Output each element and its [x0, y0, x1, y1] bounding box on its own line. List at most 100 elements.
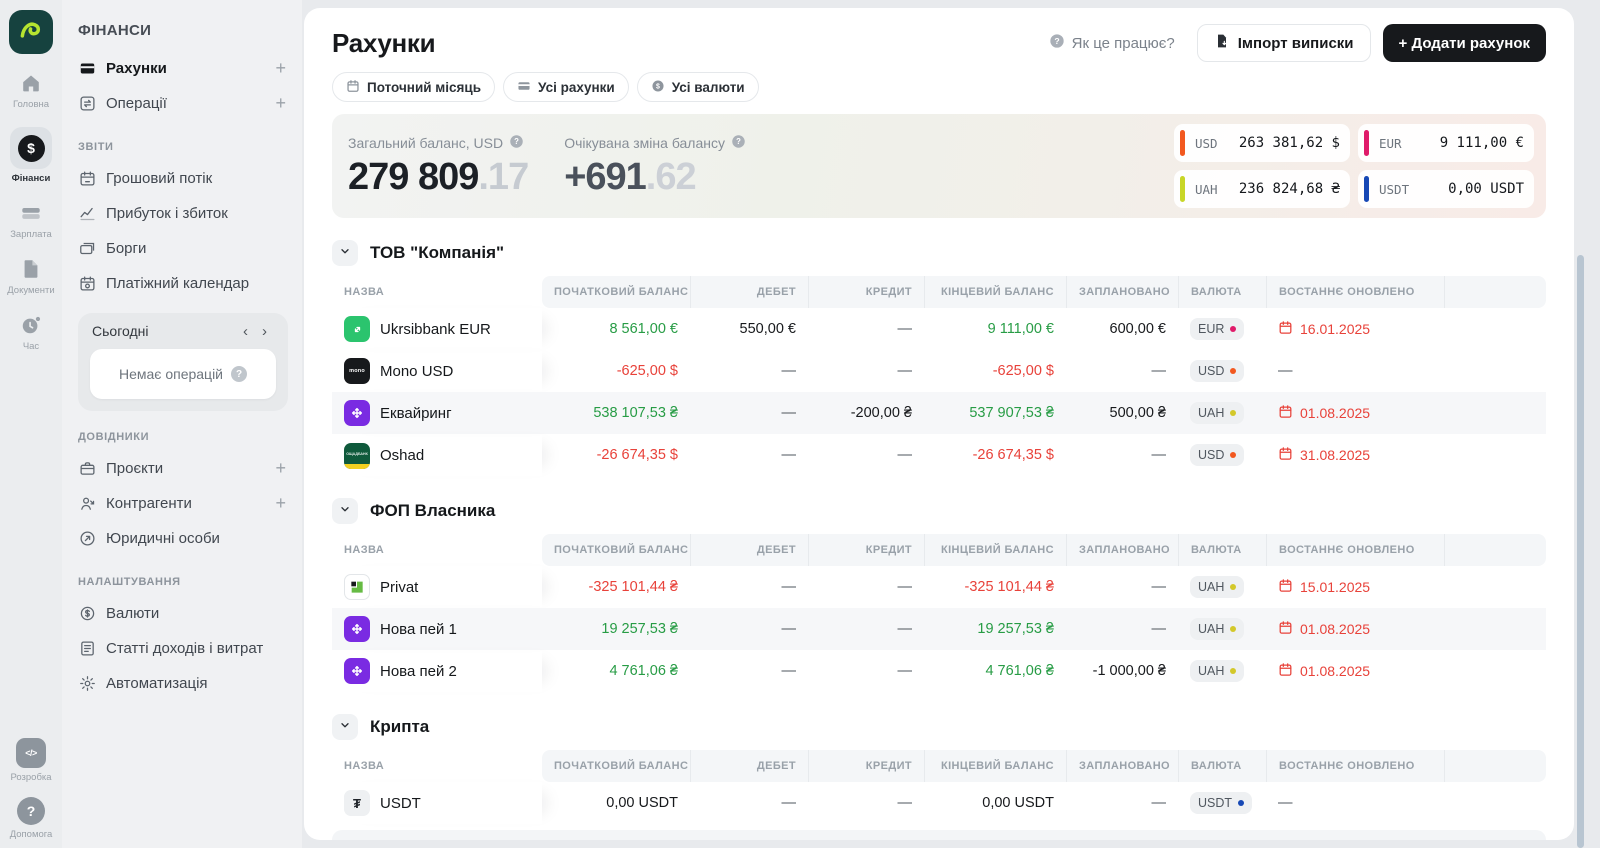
time-icon [20, 313, 42, 337]
collapse-group-button[interactable] [332, 714, 358, 740]
debit-cell: — [781, 363, 797, 379]
account-name: Ukrsibbank EUR [380, 320, 491, 338]
add-account-button[interactable]: + Додати рахунок [1382, 24, 1546, 62]
add-plus-icon[interactable]: + [275, 493, 286, 513]
filter-chip-2[interactable]: $ Усі валюти [636, 72, 759, 102]
sidebar-item-cashflow[interactable]: Грошовий потік [78, 161, 288, 196]
sidebar-item-automation[interactable]: Автоматизація [78, 666, 288, 701]
initial-balance-cell: 19 257,53 ₴ [542, 608, 690, 650]
account-name: Нова пей 2 [380, 662, 457, 680]
currency-dot-icon [1230, 668, 1237, 674]
sidebar-item-articles[interactable]: Статті доходів і витрат [78, 631, 288, 666]
currency-badge: USDT [1190, 792, 1253, 814]
final-balance-cell: -26 674,35 $ [972, 447, 1054, 463]
last-updated-cell: 01.08.2025 [1266, 608, 1444, 650]
how-it-works-link[interactable]: ? Як це працює? [1049, 33, 1175, 53]
planned-cell: 600,00 € [1109, 321, 1166, 337]
account-row[interactable]: ОЩАДБАНК Oshad -26 674,35 $ — — -26 674,35 $ —… [332, 434, 1546, 476]
calendar-icon [1278, 320, 1293, 338]
currency-totals-grid: USD 263 381,62 $ EUR 9 111,00 € UAH 236 … [1174, 124, 1534, 208]
account-row[interactable]: Нова пей 1 19 257,53 ₴ — —19 257,53 ₴ — UAH 01… [332, 608, 1546, 650]
collapse-group-button[interactable] [332, 498, 358, 524]
account-row[interactable]: mono Mono USD -625,00 $ — — -625,00 $ — USD — [332, 350, 1546, 392]
add-plus-icon[interactable]: + [275, 58, 286, 78]
sidebar-item-label: Статті доходів і витрат [106, 640, 264, 657]
row-spacer-cell [1444, 350, 1546, 392]
sidebar-item-debts[interactable]: Борги [78, 231, 288, 266]
svg-text:$: $ [656, 83, 660, 90]
rail-item-time[interactable]: Час [0, 313, 62, 352]
today-help-icon[interactable]: ? [231, 366, 247, 382]
rail-item-help[interactable]: ? Допомога [0, 797, 62, 840]
account-row[interactable]: ₮ USDT 0,00 USDT — — 0,00 USDT — USDT — [332, 782, 1546, 824]
add-plus-icon[interactable]: + [275, 458, 286, 478]
sidebar-item-label: Прибуток і збиток [106, 205, 228, 222]
sidebar-item-label: Платіжний календар [106, 275, 250, 292]
cashflow-icon [78, 170, 96, 188]
today-next-arrow[interactable]: › [262, 322, 267, 340]
last-updated-cell: 01.08.2025 [1266, 392, 1444, 434]
accounts-table: НАЗВА ПОЧАТКОВИЙ БАЛАНС ДЕБЕТ КРЕДИТ КІНЦЕВИ… [332, 750, 1546, 824]
column-header: ДЕБЕТ [690, 750, 808, 782]
credit-cell: -200,00 ₴ [808, 392, 924, 434]
currency-cell: USD [1178, 350, 1266, 392]
novapay-icon [344, 658, 370, 684]
column-header: ПОЧАТКОВИЙ БАЛАНС [542, 750, 690, 782]
sidebar-item-legal-entities[interactable]: Юридичні особи [78, 521, 288, 556]
account-row[interactable]: Еквайринг 538 107,53 ₴ — -200,00 ₴ 537 907,5… [332, 392, 1546, 434]
filter-chip-0[interactable]: Поточний місяць [332, 72, 496, 102]
account-row[interactable]: Нова пей 2 4 761,06 ₴ — — 4 761,06 ₴ -1 000,0… [332, 650, 1546, 692]
sidebar-item-operations[interactable]: Операції + [78, 86, 288, 121]
sidebar-item-currencies[interactable]: Валюти [78, 596, 288, 631]
novapay-icon [344, 400, 370, 426]
rail-item-salary[interactable]: Зарплата [0, 201, 62, 240]
currency-dot-icon [1238, 800, 1245, 806]
group-title: ФОП Власника [370, 501, 496, 520]
sidebar-item-accounts[interactable]: Рахунки + [78, 51, 288, 86]
currency-cell: USDT [1178, 782, 1266, 824]
currency-badge: EUR [1190, 318, 1245, 340]
account-row[interactable]: Privat -325 101,44 ₴ — — -325 101,44 ₴ — UAH 15… [332, 566, 1546, 608]
import-statement-button[interactable]: Імпорт виписки [1196, 24, 1371, 62]
counterparties-icon [78, 495, 96, 513]
today-empty-text: Немає операцій [118, 366, 223, 382]
planned-cell: — [1151, 579, 1167, 595]
currency-badge: USD [1190, 444, 1245, 466]
account-row[interactable]: Ukrsibbank EUR 8 561,00 € 550,00 € — 9 111,0… [332, 308, 1546, 350]
currencies-icon [78, 605, 96, 623]
row-spacer-cell [1444, 608, 1546, 650]
collapse-group-button[interactable] [332, 240, 358, 266]
rail-item-documents[interactable]: Документи [0, 257, 62, 296]
credit-cell: — [897, 663, 913, 679]
debit-cell: — [690, 608, 808, 650]
sidebar-item-payment-calendar[interactable]: Платіжний календар [78, 266, 288, 301]
sidebar-item-profit-loss[interactable]: Прибуток і збиток [78, 196, 288, 231]
svg-text:?: ? [736, 137, 741, 146]
rail-item-dev[interactable]: </> Розробка [0, 738, 62, 783]
row-spacer-cell [1444, 650, 1546, 692]
vertical-scrollbar[interactable] [1577, 255, 1584, 848]
calendar-icon [1278, 404, 1293, 422]
rail-item-finance[interactable]: $ Фінанси [0, 127, 62, 184]
column-header: НАЗВА [332, 276, 542, 308]
rail-item-label: Головна [12, 99, 50, 110]
currency-accent-bar [1364, 176, 1369, 202]
total-balance-help-icon[interactable]: ? [509, 134, 524, 152]
sidebar-item-projects[interactable]: Проєкти + [78, 451, 288, 486]
main-area: Рахунки ? Як це працює? Імпорт виписки +… [302, 0, 1600, 848]
column-header: ВОСТАННЄ ОНОВЛЕНО [1266, 750, 1444, 782]
currency-cell: UAH [1178, 392, 1266, 434]
credit-cell: — [897, 579, 913, 595]
expected-change-help-icon[interactable]: ? [731, 134, 746, 152]
add-plus-icon[interactable]: + [275, 93, 286, 113]
last-updated-cell: 15.01.2025 [1266, 566, 1444, 608]
account-groups: ТОВ "Компанія" НАЗВА ПОЧАТКОВИЙ БАЛАНС ДЕБ… [332, 240, 1546, 824]
today-prev-arrow[interactable]: ‹ [243, 322, 248, 340]
app-logo[interactable] [9, 10, 53, 54]
column-header: ПОЧАТКОВИЙ БАЛАНС [542, 534, 690, 566]
sidebar-item-counterparties[interactable]: Контрагенти + [78, 486, 288, 521]
rail-item-label: Розробка [10, 772, 52, 783]
filter-chip-1[interactable]: Усі рахунки [503, 72, 629, 102]
accounts-table: НАЗВА ПОЧАТКОВИЙ БАЛАНС ДЕБЕТ КРЕДИТ КІНЦЕВИ… [332, 276, 1546, 476]
rail-item-home[interactable]: Головна [0, 71, 62, 110]
